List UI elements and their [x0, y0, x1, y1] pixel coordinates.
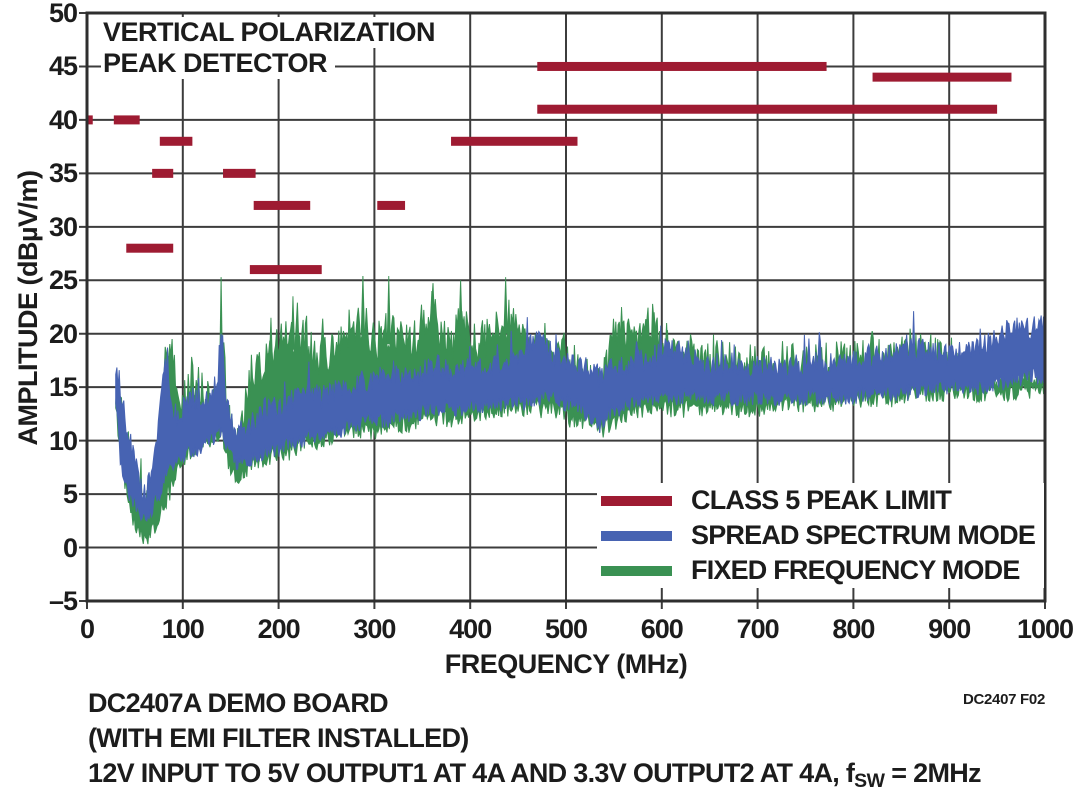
caption-line-2: (WITH EMI FILTER INSTALLED): [88, 723, 469, 753]
x-tick-label: 0: [79, 614, 95, 644]
y-tick-label: 15: [48, 372, 78, 403]
legend-label-fixed-frequency-mode: FIXED FREQUENCY MODE: [691, 555, 1020, 585]
y-tick-label: 45: [48, 51, 78, 82]
x-axis-title: FREQUENCY (MHz): [444, 649, 688, 679]
y-tick-label: 0: [62, 532, 78, 563]
y-tick-label: 10: [48, 425, 78, 456]
figure-id-label: DC2407 F02: [962, 691, 1045, 708]
x-tick-label: 100: [161, 614, 205, 644]
y-tick-label: –5: [48, 586, 78, 616]
legend-swatch-class-5-peak-limit: [601, 495, 672, 506]
y-tick-label: 40: [48, 104, 78, 135]
legend-swatch-spread-spectrum-mode: [601, 530, 672, 541]
x-tick-label: 400: [449, 614, 492, 644]
y-tick-label: 35: [48, 158, 78, 189]
legend-row-class-5-peak-limit: CLASS 5 PEAK LIMIT: [597, 483, 1044, 518]
y-axis-title: AMPLITUDE (dBµV/m): [13, 170, 43, 446]
legend-row-spread-spectrum-mode: SPREAD SPECTRUM MODE: [597, 518, 1044, 553]
x-tick-label: 300: [353, 614, 396, 644]
caption-line-1: DC2407A DEMO BOARD: [88, 688, 389, 718]
x-tick-label: 200: [257, 614, 301, 644]
caption-line-3: 12V INPUT TO 5V OUTPUT1 AT 4A AND 3.3V O…: [88, 758, 982, 789]
y-tick-label: 50: [48, 0, 78, 28]
y-tick-label: 25: [48, 265, 78, 296]
plot-annotation: VERTICAL POLARIZATION PEAK DETECTOR: [101, 17, 443, 79]
y-tick-label: 5: [62, 479, 78, 510]
x-tick-label: 600: [640, 614, 684, 644]
x-tick-label: 1000: [1016, 614, 1074, 644]
x-tick-label: 500: [544, 614, 588, 644]
x-tick-label: 700: [736, 614, 780, 644]
y-tick-label: 20: [48, 318, 78, 349]
y-tick-label: 30: [48, 211, 78, 242]
x-tick-label: 900: [928, 614, 971, 644]
x-tick-label: 800: [832, 614, 875, 644]
legend-swatch-fixed-frequency-mode: [601, 565, 672, 576]
legend-label-spread-spectrum-mode: SPREAD SPECTRUM MODE: [691, 520, 1036, 550]
legend: CLASS 5 PEAK LIMIT SPREAD SPECTRUM MODE …: [597, 483, 1044, 588]
legend-label-class-5-peak-limit: CLASS 5 PEAK LIMIT: [691, 485, 952, 515]
legend-row-fixed-frequency-mode: FIXED FREQUENCY MODE: [597, 553, 1044, 588]
figure-caption: DC2407A DEMO BOARD (WITH EMI FILTER INST…: [88, 686, 982, 789]
annotation-line-1: VERTICAL POLARIZATION: [101, 17, 443, 48]
annotation-line-2: PEAK DETECTOR: [101, 48, 336, 79]
